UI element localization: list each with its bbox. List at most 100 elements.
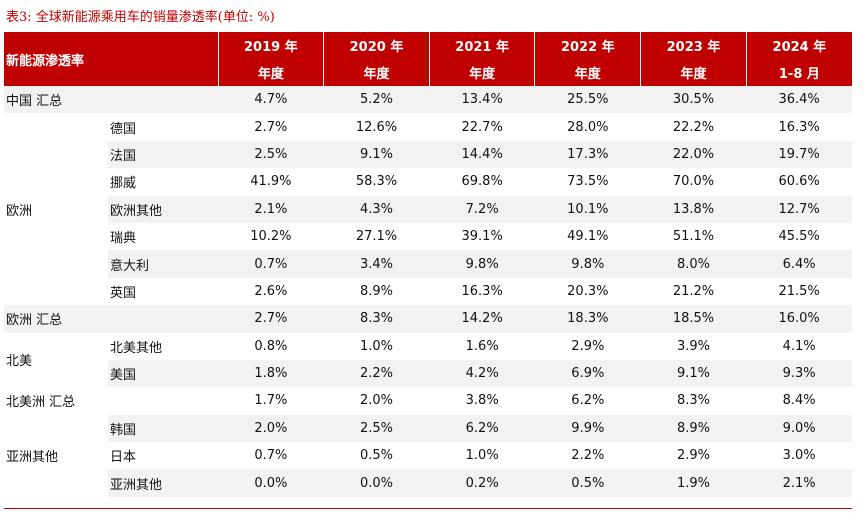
value-cell: 2.9% [676, 448, 710, 464]
region-cell: 欧洲 [6, 203, 33, 219]
value-cell: 12.6% [355, 119, 398, 135]
region-cell: 中国 汇总 [4, 86, 219, 114]
value-cell: 2.0% [218, 414, 324, 443]
value-cell: 4.2% [429, 359, 535, 388]
value-cell: 41.9% [250, 174, 292, 190]
data-row: 意大利 0.7% 3.4% 9.8% 9.8% 8.0% 6.4% [4, 250, 852, 278]
country-cell: 挪威 [110, 176, 137, 192]
value-cell: 5.2% [323, 86, 430, 114]
country-cell: 意大利 [108, 250, 219, 278]
value-cell: 18.5% [640, 305, 747, 333]
value-cell: 12.7% [746, 195, 852, 223]
value-cell: 16.3% [778, 119, 820, 135]
region-cell: 欧洲 汇总 [4, 305, 219, 333]
data-row: 英国 2.6% 8.9% 16.3% 20.3% 21.2% 21.5% [4, 278, 852, 305]
value-cell: 16.0% [746, 305, 852, 333]
data-row: 法国 2.5% 9.1% 14.4% 17.3% 22.0% 19.7% [4, 140, 852, 169]
value-cell: 2.6% [254, 283, 288, 299]
header-row: 新能源渗透率 2019 年 2020 年 2021 年 2022 年 2023 年 2024… [4, 32, 852, 86]
value-cell: 13.4% [429, 86, 535, 114]
value-cell: 2.5% [323, 414, 430, 443]
value-cell: 21.5% [778, 283, 820, 299]
data-row: 亚洲其他 0.0% 0.0% 0.2% 0.5% 1.9% 2.1% [4, 469, 852, 497]
value-cell: 49.1% [567, 229, 609, 245]
value-cell: 1.7% [254, 393, 288, 409]
period-header: 年度 [534, 59, 641, 86]
value-cell: 16.3% [461, 283, 503, 299]
value-cell: 3.4% [323, 250, 430, 278]
value-cell: 27.1% [355, 229, 398, 245]
value-cell: 60.6% [778, 174, 820, 190]
value-cell: 0.7% [218, 250, 324, 278]
value-cell: 2.9% [571, 338, 605, 354]
value-cell: 4.7% [218, 86, 324, 114]
value-cell: 22.7% [461, 119, 503, 135]
year-header: 2022 年 [534, 32, 641, 59]
country-cell: 韩国 [108, 414, 219, 443]
value-cell: 1.0% [465, 448, 499, 464]
value-cell: 8.0% [640, 250, 747, 278]
value-cell: 13.8% [640, 195, 747, 223]
value-cell: 3.9% [676, 338, 710, 354]
value-cell: 2.1% [746, 469, 852, 497]
value-cell: 0.7% [254, 448, 288, 464]
country-cell: 瑞典 [110, 231, 137, 247]
value-cell: 36.4% [746, 86, 852, 114]
value-cell: 73.5% [567, 174, 609, 190]
period-header: 年度 [640, 59, 747, 86]
year-header: 2019 年 [217, 32, 324, 59]
period-header: 年度 [217, 59, 324, 86]
value-cell: 8.3% [676, 393, 710, 409]
year-header: 2020 年 [323, 32, 430, 59]
data-row: 亚洲其他 韩国 2.0% 2.5% 6.2% 9.9% 8.9% 9.0% [4, 414, 852, 465]
value-cell: 58.3% [355, 174, 398, 190]
period-header: 年度 [428, 59, 535, 86]
value-cell: 25.5% [534, 86, 641, 114]
data-row: 中国 汇总 4.7% 5.2% 13.4% 25.5% 30.5% 36.4% [4, 86, 852, 114]
value-cell: 30.5% [640, 86, 747, 114]
country-cell: 日本 [110, 450, 137, 466]
header-row: 年度 年度 年度 年度 年度 1-8 月 [4, 59, 852, 86]
value-cell: 3.0% [782, 448, 816, 464]
value-cell: 9.9% [534, 414, 641, 443]
value-cell: 2.2% [571, 448, 605, 464]
value-cell: 2.5% [218, 140, 324, 169]
value-cell: 39.1% [461, 229, 503, 245]
value-cell: 6.2% [429, 414, 535, 443]
year-header: 2021 年 [428, 32, 535, 59]
value-cell: 6.4% [746, 250, 852, 278]
value-cell: 0.2% [429, 469, 535, 497]
corner-cell: 新能源渗透率 [4, 32, 219, 86]
data-row: 日本 0.7% 0.5% 1.0% 2.2% 2.9% 3.0% [4, 442, 852, 469]
value-cell: 18.3% [534, 305, 641, 333]
value-cell: 1.6% [465, 338, 499, 354]
value-cell: 6.2% [571, 393, 605, 409]
table: 新能源渗透率 2019 年 2020 年 2021 年 2022 年 2023 年 2024… [4, 32, 852, 497]
value-cell: 8.3% [323, 305, 430, 333]
data-row: 北美洲 汇总 1.7% 2.0% 3.8% 6.2% 8.3% 8.4% [4, 387, 852, 414]
value-cell: 69.8% [461, 174, 503, 190]
value-cell: 2.7% [218, 305, 324, 333]
value-cell: 9.3% [746, 359, 852, 388]
value-cell: 8.9% [640, 414, 747, 443]
country-cell: 美国 [108, 359, 219, 388]
data-row: 瑞典 10.2% 27.1% 39.1% 49.1% 51.1% 45.5% [4, 223, 852, 250]
value-cell: 9.0% [746, 414, 852, 443]
value-cell: 70.0% [672, 174, 715, 190]
value-cell: 14.4% [429, 140, 535, 169]
value-cell: 1.0% [359, 338, 394, 354]
period-header: 年度 [323, 59, 430, 86]
data-row: 欧洲 德国 2.7% 12.6% 22.7% 28.0% 22.2% 16.3% [4, 113, 852, 219]
value-cell: 9.8% [429, 250, 535, 278]
value-cell: 6.9% [534, 359, 641, 388]
value-cell: 9.8% [534, 250, 641, 278]
value-cell: 21.2% [672, 283, 715, 299]
year-header: 2024 年 [745, 32, 852, 59]
value-cell: 9.1% [640, 359, 747, 388]
data-row: 欧洲其他 2.1% 4.3% 7.2% 10.1% 13.8% 12.7% [4, 195, 852, 223]
country-cell: 法国 [108, 140, 219, 169]
caption: 表3: 全球新能源乘用车的销量渗透率(单位: %) [6, 10, 275, 25]
country-cell: 北美其他 [110, 340, 163, 356]
value-cell: 19.7% [746, 140, 852, 169]
value-cell: 20.3% [567, 283, 609, 299]
